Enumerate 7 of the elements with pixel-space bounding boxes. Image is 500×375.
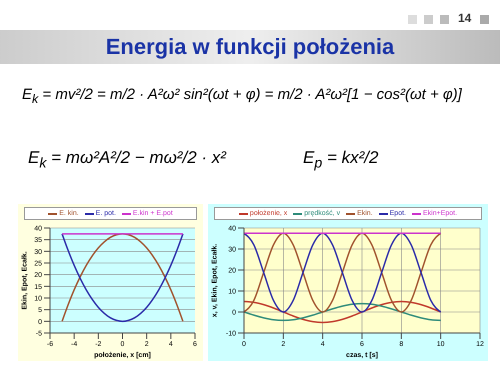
text: 14 <box>458 11 472 25</box>
text: E$_{k}$ = mv²/2 = m/2 · A²ω² sin²(ωt + φ) = m/2 · A²ω²[1 − cos²(ωt + φ)] <box>22 86 462 106</box>
line-series <box>61 233 184 322</box>
text: E$_{k}$ = mω²A²/2 − mω²/2 · x² <box>28 148 226 172</box>
text: E$_{p}$ = kx²/2 <box>303 148 378 172</box>
text: Energia w funkcji położenia <box>106 34 394 59</box>
line-series <box>244 232 442 313</box>
